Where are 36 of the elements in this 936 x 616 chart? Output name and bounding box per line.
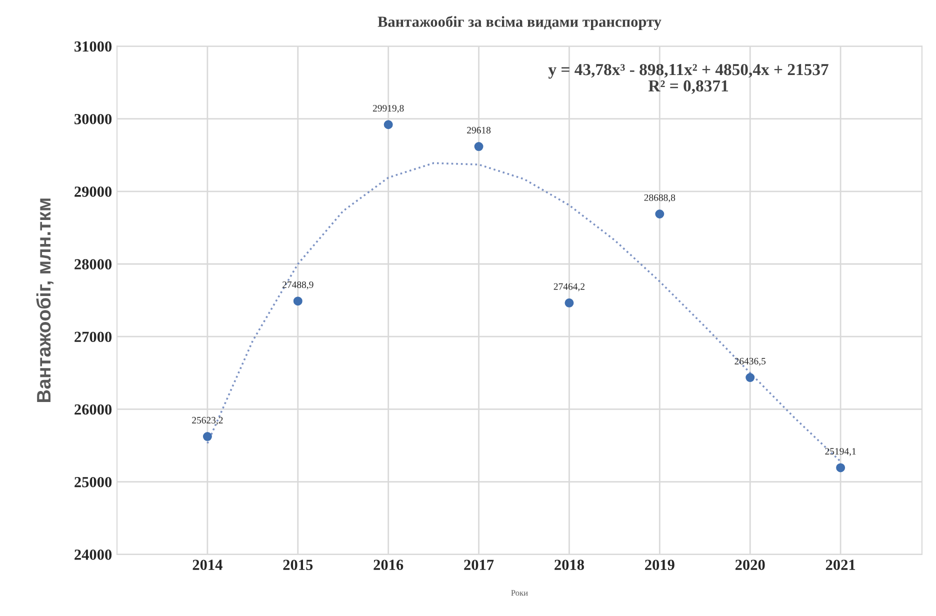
data-label: 28688,8 [644,194,676,202]
x-tick-label: 2020 [735,560,765,570]
point [655,209,664,218]
y-tick-label: 25000 [74,476,112,488]
y-tick-label: 27000 [74,332,112,342]
x-tick-label: 2017 [464,560,494,570]
point [746,373,755,382]
x-tick-label: 2014 [192,560,222,570]
y-tick-label: 26000 [74,404,112,415]
x-tick-label: 2018 [554,560,584,570]
x-tick-label: 2019 [645,560,674,570]
y-tick-label: 29000 [74,186,112,197]
y-tick-label: 31000 [74,41,112,52]
point [384,120,393,130]
point [474,142,484,152]
point [836,463,846,472]
data-label: 29618 [467,126,491,134]
data-label: 26436,5 [734,358,766,366]
x-tick-label: 2015 [283,560,313,570]
point [564,298,574,308]
point [202,432,212,442]
y-tick-label: 30000 [74,114,112,124]
x-tick-label: 2021 [826,560,856,570]
annotation: y = 43,78x³ - 898,11x² + 4850,4x + 21537 R² = 0,8371 [548,64,828,94]
y-tick-label: 28000 [74,259,112,270]
y-axis-title: Вантажообіг, млн.ткм [36,198,54,402]
chart-title: Вантажообіг за всіма видами транспорту [378,16,662,30]
y-tick-label: 24000 [74,550,112,560]
x-tick-label: 2016 [374,560,404,570]
data-label: 27488,9 [282,281,314,290]
data-label: 25194,1 [825,448,856,456]
data-label: 29919,8 [372,104,404,113]
data-label: 25623,2 [192,416,223,425]
x-axis-title: Роки [511,590,528,596]
data-label: 27464,2 [554,283,584,292]
point [293,296,302,306]
